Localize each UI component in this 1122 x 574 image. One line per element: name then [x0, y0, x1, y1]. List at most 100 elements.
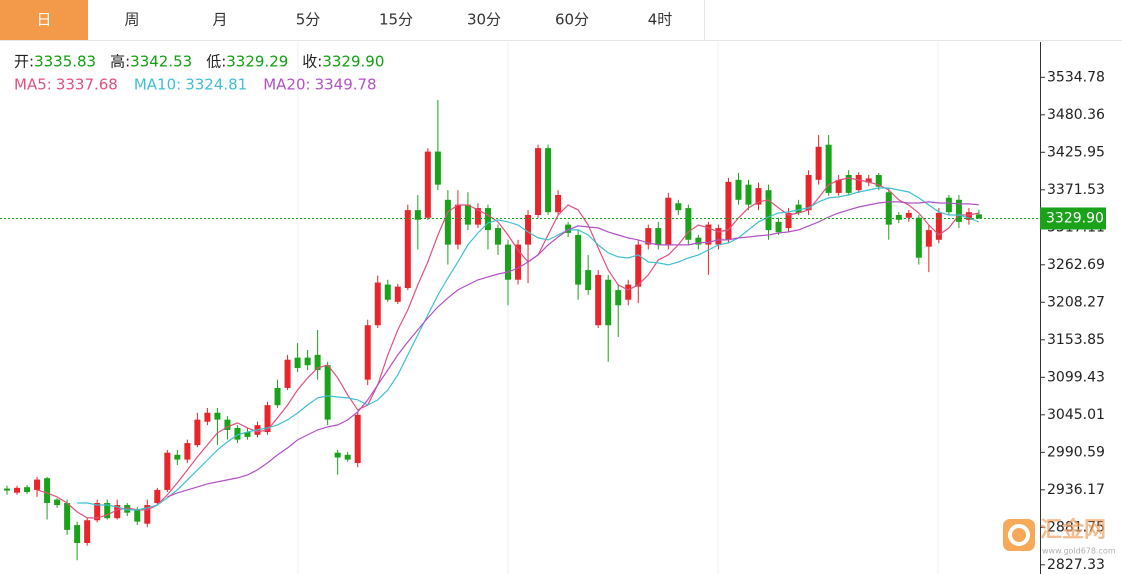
candle-body	[795, 204, 802, 213]
tab[interactable]: 周	[88, 0, 177, 40]
tab-background[interactable]	[616, 0, 704, 40]
y-tick-label: 3208.27	[1047, 294, 1105, 310]
candle-body	[865, 178, 872, 183]
candle-body	[494, 228, 501, 245]
candle-body	[474, 208, 481, 225]
ma-legend-value: 3337.68	[56, 76, 118, 94]
tab-background[interactable]	[528, 0, 616, 40]
candle-body	[645, 228, 652, 245]
tab-label[interactable]: 5分	[296, 11, 321, 29]
candle-body	[555, 194, 562, 213]
candle-body	[384, 284, 391, 300]
candle-body	[785, 212, 792, 229]
watermark-url: www.gold678.com	[1042, 547, 1116, 556]
tab[interactable]: 5分	[264, 0, 353, 40]
quote-name: 高:	[110, 53, 130, 71]
candle-body	[234, 427, 241, 440]
candle-body	[655, 228, 662, 245]
tab-label[interactable]: 15分	[379, 11, 413, 29]
tab-label[interactable]: 4时	[648, 11, 673, 29]
y-tick-label: 3099.43	[1047, 369, 1105, 385]
ma-legend-label: MA5:	[14, 76, 52, 94]
tab-label[interactable]: 30分	[467, 11, 501, 29]
candle-body	[274, 387, 281, 406]
tab[interactable]: 日	[0, 0, 89, 40]
quote-value: 3329.90	[322, 53, 384, 71]
candle-body	[104, 503, 111, 519]
tab-label[interactable]: 月	[212, 11, 227, 29]
tab[interactable]: 60分	[528, 0, 617, 40]
tab-background[interactable]	[88, 0, 176, 40]
ma-line	[36, 177, 980, 519]
candle-body	[735, 179, 742, 200]
tab[interactable]: 15分	[352, 0, 441, 40]
candle-body	[805, 175, 812, 211]
candle-body	[144, 505, 151, 524]
tab-background[interactable]	[440, 0, 528, 40]
candle-body	[184, 443, 191, 460]
candle-body	[424, 151, 431, 218]
candle-body	[755, 188, 762, 205]
candle-body	[705, 224, 712, 245]
tab[interactable]: 月	[176, 0, 265, 40]
candle-body	[715, 228, 722, 245]
candle-body	[394, 286, 401, 302]
candle-body	[505, 244, 511, 280]
candle-body	[565, 224, 572, 233]
tab-background[interactable]	[264, 0, 352, 40]
tab-label[interactable]: 日	[36, 11, 51, 29]
tab-label[interactable]: 60分	[555, 11, 589, 29]
candle-body	[404, 210, 411, 289]
candle-body	[695, 237, 702, 245]
candle-body	[625, 284, 632, 300]
candle-body	[975, 214, 982, 219]
candle-body	[444, 199, 451, 245]
tab-background[interactable]	[0, 0, 88, 40]
candle-body	[825, 144, 832, 193]
tab[interactable]: 30分	[440, 0, 529, 40]
candle-body	[364, 325, 371, 380]
candle-body	[685, 208, 692, 240]
quote-name: 低:	[206, 53, 226, 71]
tab[interactable]: 4时	[616, 0, 705, 40]
candle-body	[875, 175, 882, 187]
candle-body	[54, 499, 61, 506]
candle-body	[324, 365, 331, 420]
candle-body	[635, 244, 642, 287]
candle-body	[915, 217, 922, 258]
y-tick-label: 3045.01	[1047, 407, 1105, 423]
candle-body	[535, 148, 542, 215]
y-tick-label: 2936.17	[1047, 482, 1105, 498]
y-tick-label: 3262.69	[1047, 257, 1105, 273]
candle-body	[204, 412, 211, 422]
candle-body	[464, 204, 471, 225]
tab-background[interactable]	[352, 0, 440, 40]
candle-body	[264, 405, 271, 433]
candle-body	[905, 212, 912, 218]
tab-label[interactable]: 周	[124, 11, 139, 29]
candle-body	[434, 151, 441, 185]
candle-body	[965, 212, 972, 220]
ma-legend-label: MA10:	[134, 76, 181, 94]
last-price-tag	[1040, 207, 1106, 230]
candle-body	[244, 432, 251, 437]
ma-legend-label: MA20:	[263, 76, 310, 94]
candle-body	[454, 204, 461, 245]
candle-body	[314, 354, 321, 371]
y-tick-label: 3534.78	[1047, 69, 1105, 85]
candle-body	[545, 148, 552, 213]
watermark-icon-ring	[1008, 524, 1030, 546]
candle-body	[585, 270, 592, 291]
candle-body	[675, 203, 682, 211]
tab-background[interactable]	[176, 0, 264, 40]
candle-body	[525, 214, 532, 245]
y-tick-label: 3425.95	[1047, 144, 1105, 160]
candle-body	[44, 478, 51, 504]
candle-body	[665, 197, 672, 245]
candle-body	[935, 212, 942, 240]
candle-body	[124, 505, 131, 513]
candle-body	[765, 190, 772, 231]
candle-body	[64, 503, 71, 530]
